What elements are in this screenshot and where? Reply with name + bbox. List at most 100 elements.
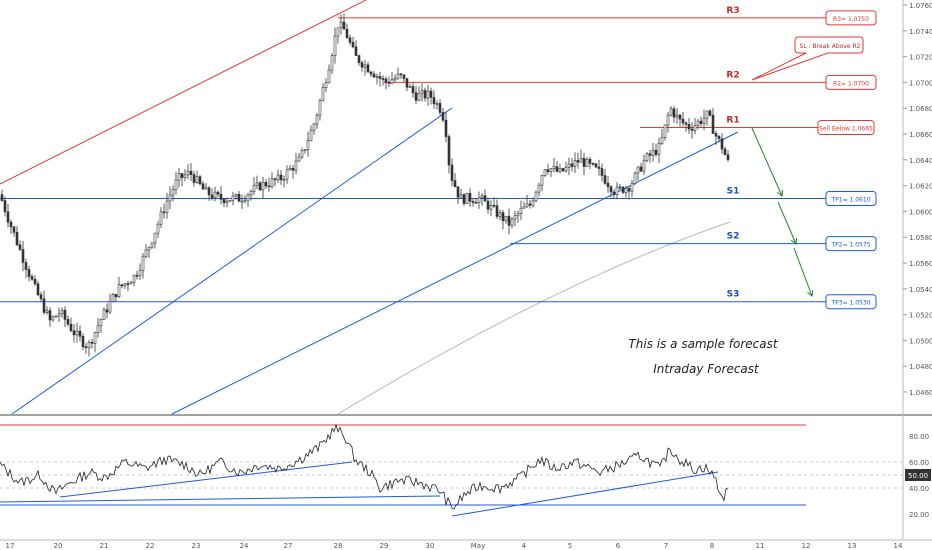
candle-body [102, 309, 106, 320]
candle-body [384, 78, 388, 83]
price-tick-label: 1.06800 [909, 105, 932, 113]
candle-body [417, 92, 421, 101]
candle-body [201, 183, 205, 190]
candle-body [144, 249, 148, 257]
candle-body [165, 200, 169, 213]
candle-body [630, 183, 634, 192]
candle-body [327, 69, 331, 83]
time-tick-label: 8 [710, 542, 714, 550]
candle-body [273, 178, 277, 181]
candle-body [693, 125, 697, 131]
candle-body [429, 90, 433, 98]
candle-body [99, 319, 103, 327]
time-tick-label: 17 [6, 542, 15, 550]
candle-body [156, 223, 160, 234]
candle-body [654, 149, 658, 155]
candle-body [525, 203, 529, 208]
candle-body [558, 168, 562, 172]
candle-body [639, 166, 643, 172]
candle-body [75, 330, 79, 336]
candle-body [51, 316, 55, 321]
candle-body [78, 330, 82, 337]
candle-body [306, 140, 310, 150]
trendline-support-2 [171, 131, 739, 415]
candle-body [375, 76, 379, 78]
candle-body [402, 74, 406, 79]
candle-body [714, 133, 718, 137]
level-box-text-r1: Sell Below 1.0665 [819, 126, 873, 133]
candle-body [300, 150, 304, 158]
forecast-arrow-1 [751, 127, 783, 197]
candle-body [21, 249, 25, 263]
candle-body [411, 86, 415, 94]
candle-body [366, 64, 370, 73]
candle-body [360, 62, 364, 68]
candle-body [291, 168, 295, 171]
candle-body [543, 169, 547, 176]
annotation-intraday-forecast: Intraday Forecast [653, 362, 760, 376]
candle-body [9, 221, 13, 228]
candle-body [162, 211, 166, 214]
candle-body [555, 166, 559, 172]
candle-body [564, 167, 568, 172]
candle-body [609, 186, 613, 193]
candle-body [540, 175, 544, 186]
candle-body [645, 153, 649, 162]
candle-body [492, 204, 496, 207]
candle-body [108, 301, 112, 313]
candle-body [234, 194, 238, 197]
candle-body [435, 103, 439, 105]
candle-body [183, 174, 187, 178]
candle-body [624, 188, 628, 193]
candle-body [717, 135, 721, 140]
price-tick-label: 1.06400 [909, 157, 932, 165]
candle-body [591, 163, 595, 165]
time-tick-label: 29 [380, 542, 389, 550]
candle-body [210, 194, 214, 199]
candle-body [597, 166, 601, 169]
candle-body [198, 176, 202, 185]
level-box-r3 [825, 10, 877, 26]
price-tick-label: 1.05000 [909, 337, 932, 345]
candle-body [621, 186, 625, 193]
candle-body [603, 175, 607, 184]
candle-body [258, 182, 262, 191]
candle-body [81, 336, 85, 348]
candle-body [531, 200, 535, 206]
candle-body [309, 129, 313, 142]
candle-body [249, 191, 253, 196]
candle-body [252, 185, 256, 192]
candle-body [726, 154, 730, 160]
candle-body [528, 203, 532, 206]
level-label-s1: S1 [727, 187, 740, 197]
candle-body [441, 112, 445, 121]
candle-body [474, 202, 478, 204]
level-label-s2: S2 [727, 232, 740, 242]
candle-body [453, 180, 457, 187]
candle-body [504, 215, 508, 222]
candle-body [426, 90, 430, 99]
price-tick-label: 1.04800 [909, 363, 932, 371]
candle-body [651, 149, 655, 156]
candle-body [63, 309, 67, 320]
candle-body [180, 173, 184, 178]
candle-body [600, 168, 604, 176]
candle-body [546, 169, 550, 173]
candle-body [414, 92, 418, 101]
candle-body [477, 197, 481, 204]
candle-body [0, 194, 4, 201]
candle-body [711, 114, 715, 134]
candle-body [696, 120, 700, 126]
candle-body [135, 275, 139, 277]
candle-body [282, 178, 286, 181]
forecast-arrow-2 [777, 201, 797, 245]
candle-body [660, 137, 664, 144]
candle-body [27, 269, 31, 277]
candle-body [432, 97, 436, 105]
candle-body [285, 169, 289, 180]
candle-body [168, 194, 172, 202]
osc-trendline-3 [451, 471, 719, 517]
price-tick-label: 1.04600 [909, 389, 932, 397]
candle-body [30, 276, 34, 280]
